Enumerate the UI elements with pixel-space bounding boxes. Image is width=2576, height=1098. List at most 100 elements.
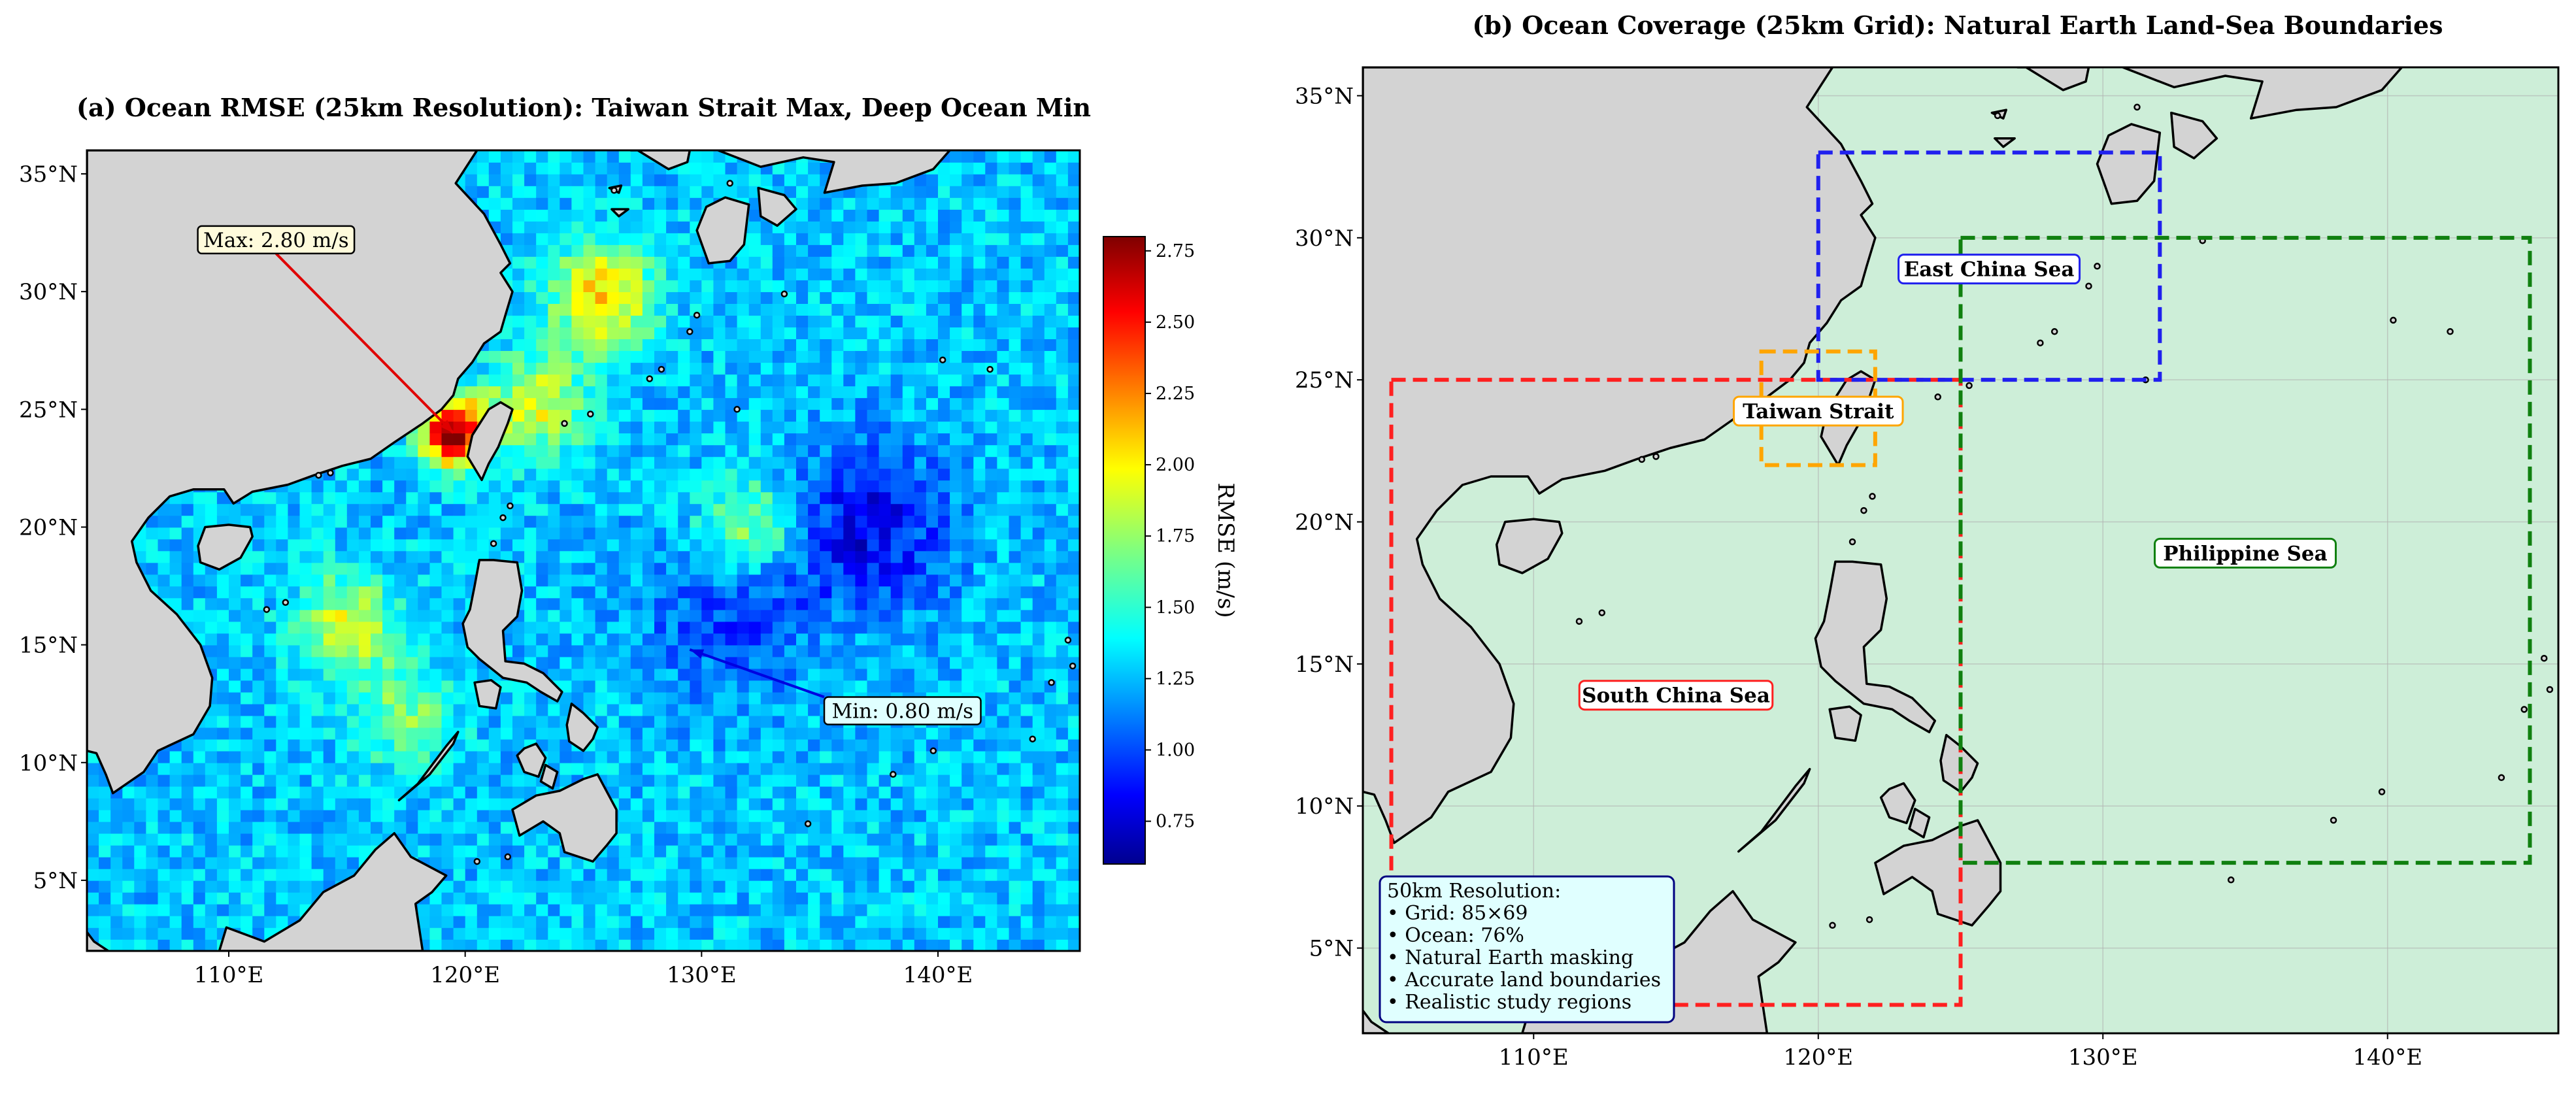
rmse-cell <box>158 880 171 893</box>
rmse-cell <box>371 668 383 681</box>
rmse-cell <box>358 680 371 693</box>
rmse-cell <box>890 597 903 610</box>
rmse-cell <box>618 362 631 375</box>
rmse-cell <box>205 762 218 775</box>
rmse-cell <box>890 786 903 799</box>
rmse-cell <box>346 797 360 810</box>
rmse-cell <box>595 233 608 245</box>
rmse-cell <box>713 327 726 339</box>
rmse-cell <box>252 821 265 834</box>
rmse-cell <box>772 750 785 763</box>
rmse-cell <box>406 468 419 481</box>
rmse-cell <box>122 856 135 869</box>
rmse-cell <box>926 586 939 599</box>
rmse-cell <box>867 303 880 316</box>
rmse-cell <box>666 303 678 316</box>
rmse-cell <box>725 903 738 916</box>
rmse-cell <box>701 515 714 528</box>
rmse-cell <box>737 762 750 775</box>
rmse-cell <box>288 644 301 657</box>
rmse-cell <box>371 833 383 846</box>
rmse-cell <box>713 386 726 399</box>
rmse-cell <box>406 444 419 458</box>
rmse-cell <box>241 562 253 575</box>
rmse-cell <box>914 916 927 928</box>
rmse-cell <box>169 939 182 951</box>
rmse-cell <box>571 574 584 587</box>
rmse-cell <box>205 609 218 622</box>
rmse-cell <box>630 680 643 693</box>
rmse-cell <box>737 515 750 528</box>
rmse-cell <box>890 586 903 599</box>
rmse-cell <box>595 409 608 422</box>
rmse-cell <box>465 809 478 822</box>
rmse-cell <box>453 762 466 775</box>
rmse-cell <box>571 174 584 186</box>
rmse-cell <box>607 750 620 763</box>
rmse-cell <box>371 468 383 481</box>
rmse-cell <box>926 280 939 292</box>
rmse-cell <box>748 750 761 763</box>
rmse-cell <box>441 762 454 775</box>
rmse-cell <box>690 680 703 693</box>
rmse-cell <box>548 916 561 928</box>
rmse-cell <box>595 244 608 257</box>
rmse-cell <box>878 221 892 233</box>
rmse-cell <box>926 891 939 905</box>
rmse-cell <box>820 409 833 422</box>
rmse-cell <box>146 562 159 575</box>
rmse-cell <box>843 750 856 763</box>
rmse-cell <box>890 244 903 257</box>
rmse-cell <box>607 656 620 669</box>
rmse-cell <box>796 421 809 434</box>
rmse-cell <box>843 797 856 810</box>
rmse-cell <box>500 162 513 175</box>
rmse-cell <box>926 644 939 657</box>
rmse-cell <box>583 174 596 186</box>
rmse-cell <box>772 621 785 634</box>
rmse-cell <box>902 562 915 575</box>
rmse-cell <box>938 491 950 505</box>
rmse-cell <box>429 821 443 834</box>
rmse-cell <box>666 927 678 940</box>
rmse-cell <box>536 480 549 493</box>
rmse-cell <box>748 821 761 834</box>
rmse-cell <box>548 209 561 222</box>
rmse-cell <box>560 186 573 198</box>
rmse-cell <box>796 186 809 198</box>
rmse-cell <box>453 468 466 481</box>
rmse-cell <box>560 268 573 280</box>
rmse-cell <box>335 586 348 599</box>
rmse-cell <box>382 503 395 516</box>
rmse-cell <box>441 491 454 505</box>
rmse-cell <box>642 680 655 693</box>
rmse-cell <box>358 515 371 528</box>
rmse-cell <box>311 739 324 752</box>
rmse-cell <box>713 680 726 693</box>
rmse-cell <box>808 386 820 399</box>
rmse-cell <box>867 468 880 481</box>
rmse-cell <box>560 609 573 622</box>
rmse-cell <box>205 880 218 893</box>
rmse-cell <box>950 809 962 822</box>
rmse-cell <box>241 715 253 728</box>
rmse-cell <box>488 209 501 222</box>
rmse-cell <box>760 550 773 563</box>
rmse-cell <box>205 633 218 646</box>
rmse-cell <box>784 916 797 928</box>
rmse-cell <box>784 856 797 869</box>
rmse-cell <box>867 491 880 505</box>
rmse-cell <box>618 903 631 916</box>
rmse-cell <box>335 491 348 505</box>
rmse-cell <box>276 916 289 928</box>
rmse-cell <box>820 515 833 528</box>
rmse-cell <box>323 856 336 869</box>
rmse-cell <box>418 539 431 552</box>
rmse-cell <box>878 786 892 799</box>
rmse-cell <box>181 750 194 763</box>
rmse-cell <box>216 809 229 822</box>
rmse-cell <box>252 762 265 775</box>
rmse-cell <box>441 574 454 587</box>
rmse-cell <box>595 597 608 610</box>
rmse-cell <box>264 715 277 728</box>
